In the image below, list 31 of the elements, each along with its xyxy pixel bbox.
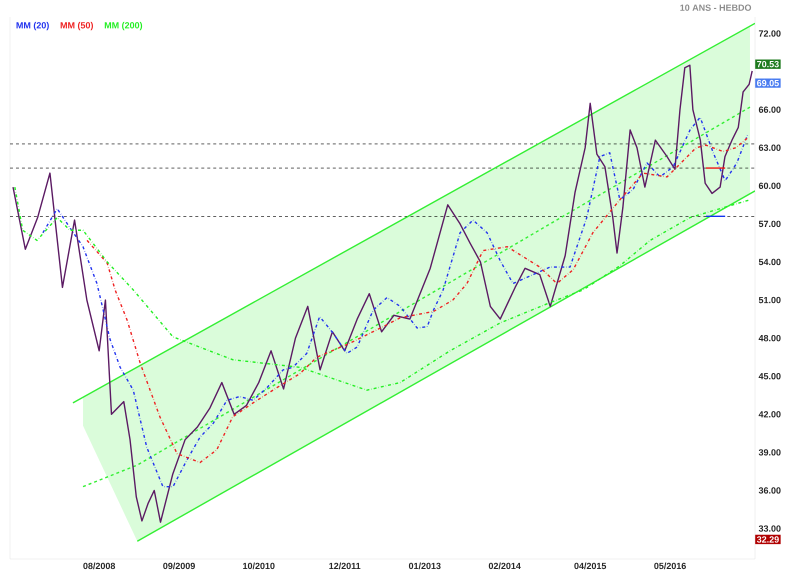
y-tick-label: 72.00 [758, 30, 781, 37]
y-tick-label: 51.00 [758, 296, 781, 304]
x-tick-label: 05/2016 [654, 562, 686, 570]
text: 69.05 [757, 80, 779, 86]
y-tick-label: 42.00 [758, 411, 781, 418]
y-tick-label: 45.00 [758, 373, 781, 380]
x-tick-label: 10/2010 [243, 562, 275, 570]
x-tick-label: 01/2013 [408, 562, 441, 570]
y-tick-label: 36.00 [758, 487, 781, 494]
y-tick-label: 57.00 [758, 220, 781, 228]
y-tick-label: 63.00 [758, 144, 781, 151]
chart-subtitle: 10 ANS - HEBDO [680, 4, 752, 11]
x-tick-label: 02/2014 [488, 562, 521, 570]
text: MM (50) [60, 22, 93, 30]
y-tick-label: 60.00 [758, 182, 781, 189]
x-tick-label: 12/2011 [329, 562, 360, 570]
line-series [14, 186, 751, 391]
line-series [12, 64, 753, 523]
y-tick-label: 39.00 [758, 449, 781, 456]
text: 70.53 [757, 60, 779, 68]
y-tick-label: 66.00 [758, 106, 781, 113]
y-tick-label: 33.00 [758, 525, 781, 532]
text: MM (20) [16, 22, 49, 30]
x-tick-label: 09/2009 [163, 562, 195, 570]
y-tick-label: 54.00 [758, 258, 781, 266]
x-tick-label: 08/2008 [83, 562, 116, 570]
text: MM (200) [104, 22, 142, 30]
line-series [86, 136, 749, 464]
text: 32.29 [756, 536, 779, 543]
y-tick-label: 48.00 [758, 334, 781, 342]
x-tick-label: 04/2015 [574, 562, 606, 570]
